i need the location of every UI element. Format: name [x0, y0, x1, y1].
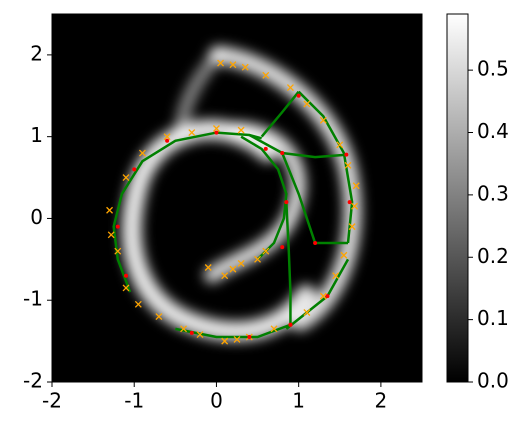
colorbar-tick-label: 0.0 [477, 369, 509, 393]
colorbar-tick-label: 0.3 [477, 181, 509, 205]
sample-marker [241, 63, 249, 71]
point-marker [280, 151, 285, 156]
x-tick-label: -2 [42, 389, 62, 413]
point-marker [344, 152, 349, 157]
point-marker [132, 167, 137, 172]
point-marker [247, 335, 252, 340]
sample-marker [319, 116, 327, 124]
marks [106, 59, 360, 345]
colorbar-tick-label: 0.4 [477, 119, 509, 143]
sample-marker [303, 309, 311, 316]
sample-marker [262, 71, 270, 79]
sample-marker [237, 126, 245, 134]
sample-marker [229, 265, 237, 273]
x-tick-label: 2 [375, 389, 388, 413]
point-marker [296, 93, 301, 98]
sample-marker [270, 325, 278, 333]
sample-marker [286, 84, 294, 92]
point-marker [288, 322, 293, 327]
sample-marker [352, 182, 360, 190]
sample-marker [138, 149, 146, 157]
sample-marker [303, 100, 311, 108]
point-marker [165, 138, 170, 143]
sample-marker [134, 300, 142, 308]
colorbar [446, 13, 469, 383]
sample-marker [221, 272, 229, 280]
trajectory [175, 323, 291, 339]
trajectory [248, 133, 349, 159]
sample-marker [332, 272, 340, 280]
sample-marker [336, 141, 344, 149]
sample-marker [196, 331, 204, 339]
sample-marker [229, 61, 237, 69]
trajectory [281, 152, 348, 245]
y-tick-label: -1 [23, 287, 43, 311]
sample-marker [122, 284, 130, 292]
sample-marker [217, 59, 225, 67]
point-marker [189, 330, 194, 335]
sample-marker [233, 336, 241, 343]
trajectory [297, 90, 354, 244]
sample-marker [262, 247, 270, 255]
point-marker [313, 240, 318, 245]
x-tick-label: 1 [292, 389, 305, 413]
sample-marker [212, 125, 220, 132]
y-tick-label: -2 [23, 369, 43, 393]
sample-marker [107, 231, 115, 239]
x-tick-label: -1 [124, 389, 144, 413]
y-tick-label: 2 [30, 41, 43, 65]
point-marker [347, 200, 352, 205]
trajectory [285, 202, 292, 325]
point-marker [284, 200, 289, 205]
colorbar-tick-label: 0.5 [477, 57, 509, 81]
point-marker [263, 146, 268, 151]
sample-marker [114, 247, 122, 255]
sample-marker [122, 174, 130, 182]
sample-marker [254, 255, 262, 263]
point-marker [280, 245, 285, 250]
sample-marker [344, 161, 352, 169]
sample-marker [188, 129, 196, 137]
colorbar-tick-label: 0.1 [477, 306, 509, 330]
sample-marker [204, 264, 212, 271]
sample-marker [163, 133, 171, 141]
trajectory [240, 135, 288, 261]
sample-marker [348, 223, 356, 231]
colorbar-tick-label: 0.2 [477, 244, 509, 268]
point-marker [124, 273, 128, 278]
sample-marker [155, 313, 163, 321]
plot-frame [51, 13, 423, 383]
sample-marker [351, 202, 359, 210]
sample-marker [237, 259, 245, 267]
y-tick-label: 1 [30, 123, 43, 147]
sample-marker [340, 251, 348, 259]
sample-marker [180, 325, 188, 333]
y-tick-label: 0 [30, 205, 43, 229]
point-marker [214, 130, 219, 135]
sample-marker [319, 292, 327, 300]
sample-marker [221, 337, 229, 345]
sample-marker [106, 206, 114, 214]
point-marker [115, 224, 120, 229]
x-tick-label: 0 [210, 389, 223, 413]
trajectory [112, 131, 262, 293]
point-marker [325, 294, 330, 299]
trajectory [260, 90, 300, 138]
